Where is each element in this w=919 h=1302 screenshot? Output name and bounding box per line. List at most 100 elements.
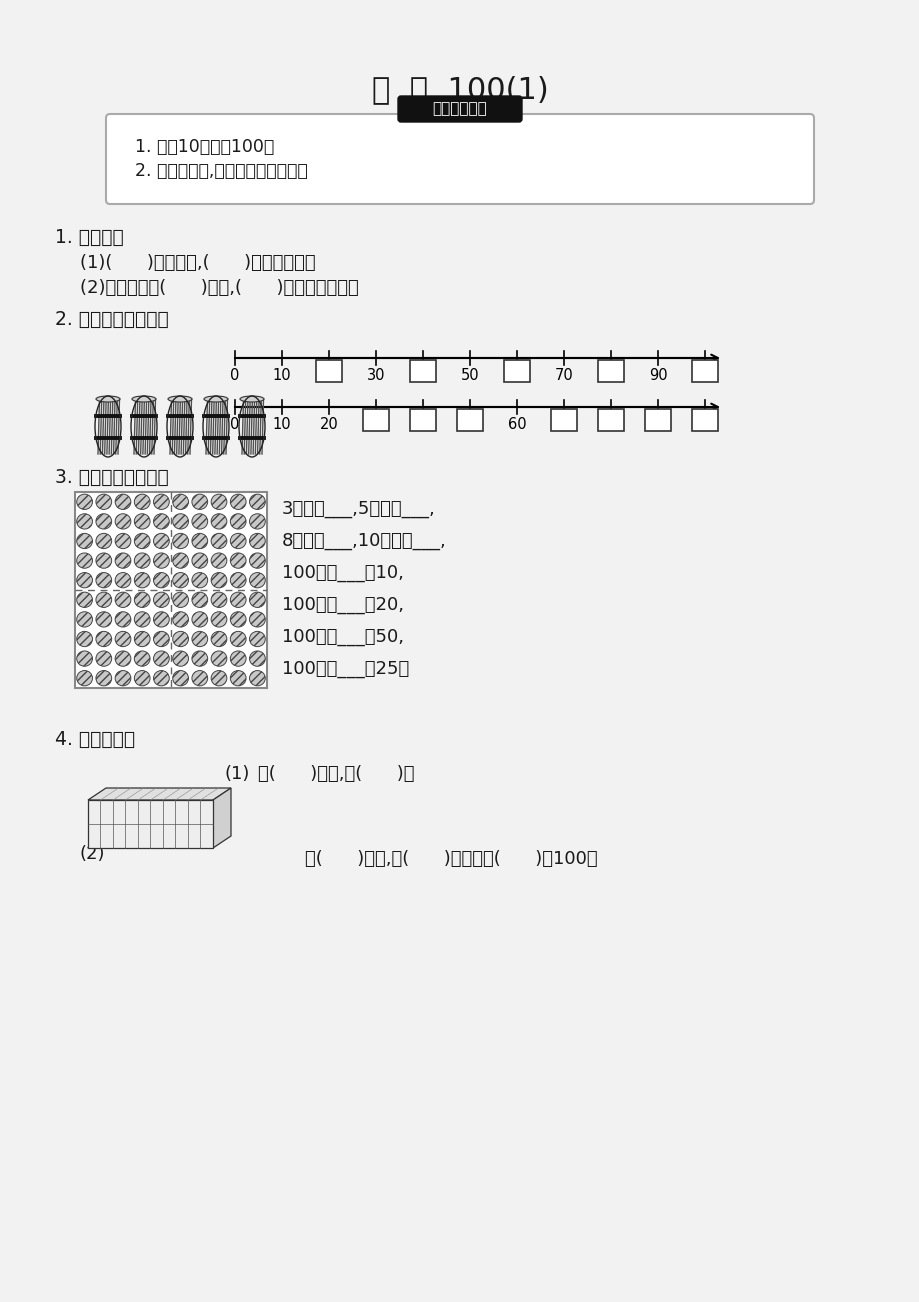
Ellipse shape: [76, 573, 93, 587]
Text: 认  识  100(1): 认 识 100(1): [371, 76, 548, 104]
Text: 100里有___个20,: 100里有___个20,: [282, 596, 403, 615]
Ellipse shape: [230, 671, 245, 686]
Ellipse shape: [249, 612, 265, 628]
Text: 2. 把数射线填完整。: 2. 把数射线填完整。: [55, 310, 168, 329]
Text: 8个十是___,10个十是___,: 8个十是___,10个十是___,: [282, 533, 447, 549]
Text: (2): (2): [80, 845, 106, 863]
Ellipse shape: [96, 495, 111, 509]
Text: 30: 30: [367, 368, 385, 383]
Ellipse shape: [249, 495, 265, 509]
Ellipse shape: [192, 671, 208, 686]
Ellipse shape: [115, 631, 130, 647]
Ellipse shape: [249, 534, 265, 548]
Ellipse shape: [210, 514, 227, 529]
Ellipse shape: [153, 534, 169, 548]
Ellipse shape: [192, 651, 208, 667]
Ellipse shape: [249, 671, 265, 686]
Text: 有(      )个十,是(      )。再加上(      )是100。: 有( )个十,是( )。再加上( )是100。: [305, 850, 597, 868]
Ellipse shape: [76, 671, 93, 686]
Ellipse shape: [210, 612, 227, 628]
Bar: [88, 799, 213, 848]
Ellipse shape: [192, 573, 208, 587]
Text: (1): (1): [225, 766, 250, 783]
Ellipse shape: [134, 671, 150, 686]
Ellipse shape: [230, 631, 245, 647]
Text: 3个十是___,5个十是___,: 3个十是___,5个十是___,: [282, 500, 436, 518]
Ellipse shape: [249, 592, 265, 608]
Ellipse shape: [134, 514, 150, 529]
Ellipse shape: [134, 631, 150, 647]
Text: 3. 根据百数图填空。: 3. 根据百数图填空。: [55, 467, 168, 487]
Ellipse shape: [153, 671, 169, 686]
Ellipse shape: [76, 612, 93, 628]
Text: (1)(      )个一是十,(      )个十是一百。: (1)( )个一是十,( )个十是一百。: [80, 254, 315, 272]
Ellipse shape: [153, 612, 169, 628]
Ellipse shape: [115, 573, 130, 587]
Ellipse shape: [192, 495, 208, 509]
Ellipse shape: [173, 612, 188, 628]
Ellipse shape: [76, 592, 93, 608]
Ellipse shape: [204, 396, 228, 402]
Ellipse shape: [134, 573, 150, 587]
Ellipse shape: [115, 592, 130, 608]
Ellipse shape: [173, 631, 188, 647]
Text: 10: 10: [272, 417, 291, 432]
Text: 10: 10: [272, 368, 291, 383]
Text: 90: 90: [648, 368, 666, 383]
Text: 2. 认识百数图,理解整十数的组成。: 2. 认识百数图,理解整十数的组成。: [135, 161, 308, 180]
Ellipse shape: [76, 514, 93, 529]
Text: 1. 填一填。: 1. 填一填。: [55, 228, 124, 247]
Ellipse shape: [192, 631, 208, 647]
Ellipse shape: [153, 514, 169, 529]
Ellipse shape: [230, 514, 245, 529]
Ellipse shape: [173, 592, 188, 608]
Bar: [410, 409, 436, 431]
Bar: [457, 409, 482, 431]
Bar: [315, 359, 342, 381]
Ellipse shape: [153, 651, 169, 667]
Ellipse shape: [115, 495, 130, 509]
Ellipse shape: [230, 534, 245, 548]
Bar: [691, 359, 717, 381]
Ellipse shape: [173, 553, 188, 568]
Ellipse shape: [96, 651, 111, 667]
Ellipse shape: [153, 592, 169, 608]
Ellipse shape: [210, 631, 227, 647]
Ellipse shape: [115, 534, 130, 548]
Ellipse shape: [230, 612, 245, 628]
Ellipse shape: [134, 612, 150, 628]
Bar: [410, 359, 436, 381]
Ellipse shape: [115, 671, 130, 686]
Text: (2)四十里面有(      )个十,(      )里面有六个十。: (2)四十里面有( )个十,( )里面有六个十。: [80, 279, 358, 297]
Ellipse shape: [210, 495, 227, 509]
Ellipse shape: [76, 534, 93, 548]
Ellipse shape: [210, 534, 227, 548]
Ellipse shape: [249, 553, 265, 568]
Polygon shape: [213, 788, 231, 848]
Ellipse shape: [168, 396, 192, 402]
FancyBboxPatch shape: [398, 96, 521, 122]
Text: 100里有___个50,: 100里有___个50,: [282, 628, 403, 646]
Text: 60: 60: [507, 417, 526, 432]
Ellipse shape: [153, 631, 169, 647]
Ellipse shape: [230, 553, 245, 568]
Ellipse shape: [249, 573, 265, 587]
Ellipse shape: [210, 553, 227, 568]
Polygon shape: [88, 788, 231, 799]
Ellipse shape: [230, 573, 245, 587]
Ellipse shape: [153, 495, 169, 509]
Ellipse shape: [249, 651, 265, 667]
Ellipse shape: [76, 631, 93, 647]
Bar: [363, 409, 389, 431]
Bar: [550, 409, 576, 431]
Ellipse shape: [96, 553, 111, 568]
Text: 70: 70: [554, 368, 573, 383]
Ellipse shape: [240, 396, 264, 402]
Ellipse shape: [96, 631, 111, 647]
Bar: [644, 409, 670, 431]
Text: 100里有___个25。: 100里有___个25。: [282, 660, 409, 678]
Ellipse shape: [210, 671, 227, 686]
Ellipse shape: [230, 495, 245, 509]
Ellipse shape: [230, 651, 245, 667]
Ellipse shape: [153, 553, 169, 568]
